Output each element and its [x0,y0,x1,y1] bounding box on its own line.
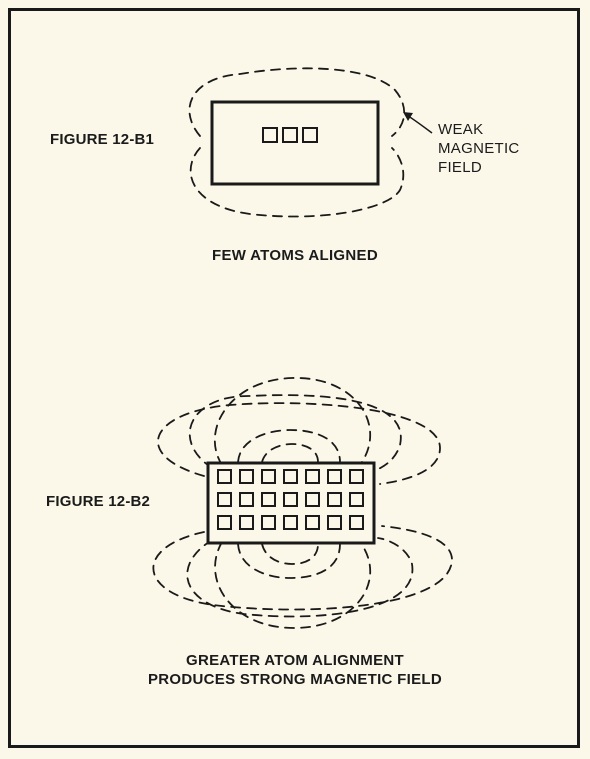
atom-square [283,492,298,507]
annotation-line-3: FIELD [438,159,483,176]
atom-square [283,515,298,530]
atom-square [261,469,276,484]
atom-square [302,127,318,143]
fig1-field-loop-outer-bottom [189,147,405,218]
atom-square [261,515,276,530]
annotation-line-1: WEAK [438,121,484,138]
atom-square [283,469,298,484]
fig1-field-loop-outer [188,67,405,137]
page-border [8,8,580,748]
figure-2-caption: GREATER ATOM ALIGNMENT PRODUCES STRONG M… [0,651,590,689]
atom-square [217,515,232,530]
atom-square [217,492,232,507]
atom-square [349,492,364,507]
atom-square [217,469,232,484]
atom-square [305,515,320,530]
fig2-field-loop-bottom-3 [152,525,453,611]
figure-1-caption: FEW ATOMS ALIGNED [212,247,378,264]
atom-square [282,127,298,143]
fig2-field-loop-top-5 [261,443,319,463]
weak-field-arrowhead [403,112,413,121]
atom-square [327,469,342,484]
fig2-field-loop-bottom-1 [214,541,372,629]
atom-square [262,127,278,143]
atom-square [239,469,254,484]
atom-square [305,492,320,507]
fig2-field-loop-bottom-2 [186,537,414,618]
fig2-field-loop-top-4 [237,429,341,463]
fig2-field-loop-top-2 [188,394,402,471]
figure-2-label: FIGURE 12-B2 [46,493,151,510]
atom-square [349,469,364,484]
figure-1-label: FIGURE 12-B1 [50,131,155,148]
atom-square [239,492,254,507]
fig2-field-loop-top-1 [213,377,371,466]
atom-square [327,492,342,507]
atom-square [327,515,342,530]
fig2-field-loop-bottom-5 [261,543,319,565]
annotation-line-2: MAGNETIC [438,140,520,157]
atom-square [349,515,364,530]
weak-field-annotation: WEAK MAGNETIC FIELD [438,120,520,177]
figure-2-caption-line-1: GREATER ATOM ALIGNMENT [186,652,404,669]
figure-2-caption-line-2: PRODUCES STRONG MAGNETIC FIELD [147,671,442,688]
atom-square [261,492,276,507]
atom-square [305,469,320,484]
atom-square [239,515,254,530]
fig2-field-loop-bottom-4 [237,543,341,579]
fig2-field-loop-top-3 [157,402,441,485]
